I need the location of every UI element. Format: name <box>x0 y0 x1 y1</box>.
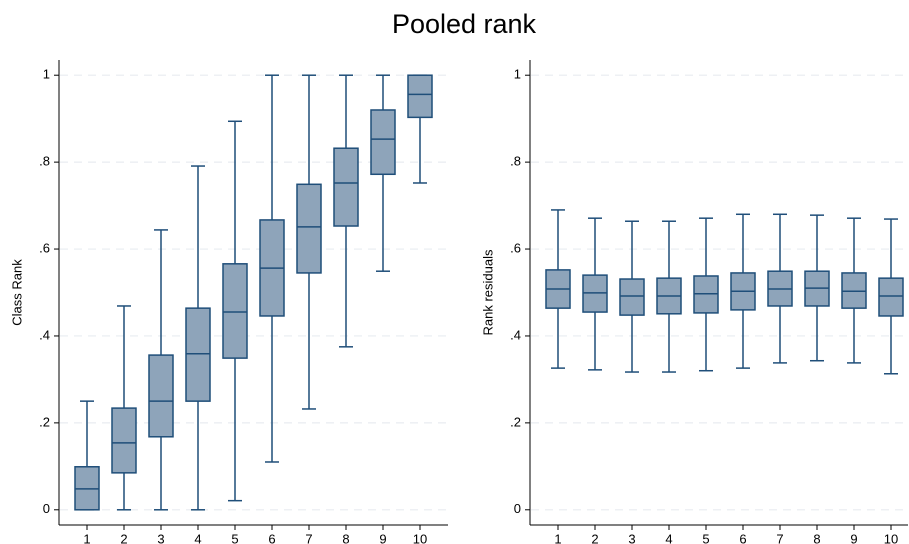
x-tick-label: 7 <box>776 531 783 544</box>
y-axis-label: Class Rank <box>9 259 24 326</box>
y-tick-label: .4 <box>510 327 521 342</box>
x-tick-label: 1 <box>83 531 90 544</box>
box <box>148 354 174 438</box>
box <box>333 147 359 227</box>
y-tick-label: 1 <box>43 67 50 82</box>
x-tick-label: 10 <box>413 531 427 544</box>
x-tick-label: 2 <box>120 531 127 544</box>
y-tick-label: .8 <box>510 154 521 169</box>
x-tick-label: 7 <box>305 531 312 544</box>
y-tick-label: .2 <box>39 414 50 429</box>
box <box>111 407 137 474</box>
y-tick-label: .2 <box>510 414 521 429</box>
x-tick-label: 2 <box>591 531 598 544</box>
x-tick-label: 8 <box>342 531 349 544</box>
x-tick-label: 9 <box>379 531 386 544</box>
x-tick-label: 6 <box>739 531 746 544</box>
figure-title: Pooled rank <box>392 9 537 39</box>
x-tick-label: 8 <box>813 531 820 544</box>
x-tick-label: 1 <box>554 531 561 544</box>
y-tick-label: 1 <box>514 67 521 82</box>
x-tick-label: 4 <box>665 531 672 544</box>
x-tick-label: 3 <box>157 531 164 544</box>
x-tick-label: 10 <box>884 531 898 544</box>
box <box>619 278 645 316</box>
x-tick-label: 3 <box>628 531 635 544</box>
y-tick-label: 0 <box>43 501 50 516</box>
box <box>296 183 322 274</box>
y-tick-label: .4 <box>39 327 50 342</box>
box <box>222 263 248 359</box>
box <box>878 277 904 317</box>
y-tick-label: .6 <box>39 240 50 255</box>
x-tick-label: 6 <box>268 531 275 544</box>
box <box>370 109 396 176</box>
y-axis-label: Rank residuals <box>480 249 495 335</box>
y-tick-label: .8 <box>39 154 50 169</box>
x-tick-label: 4 <box>194 531 201 544</box>
x-tick-label: 9 <box>850 531 857 544</box>
box <box>185 307 211 402</box>
y-tick-label: .6 <box>510 240 521 255</box>
x-tick-label: 5 <box>231 531 238 544</box>
x-tick-label: 5 <box>702 531 709 544</box>
y-tick-label: 0 <box>514 501 521 516</box>
box <box>407 74 433 119</box>
